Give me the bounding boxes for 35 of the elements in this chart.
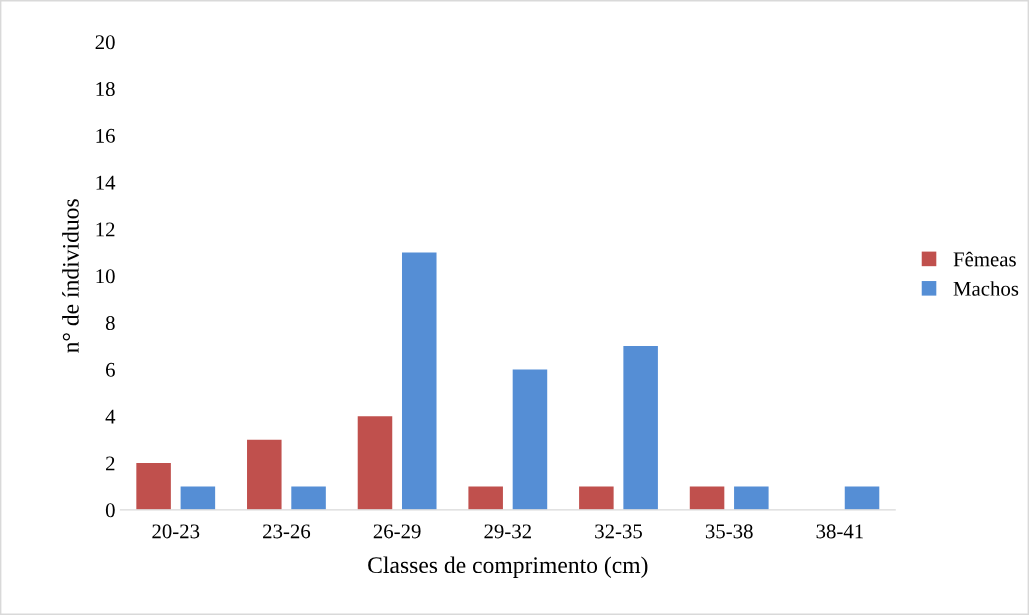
bar: [844, 486, 880, 510]
y-tick-label: 0: [105, 503, 115, 518]
y-axis-title: n° de índividuos: [62, 199, 79, 353]
y-tick-label: 20: [95, 35, 115, 50]
y-tick-label: 12: [96, 222, 115, 237]
bar: [512, 369, 548, 510]
bar: [468, 486, 503, 510]
y-tick-label: 8: [105, 316, 115, 331]
bar: [180, 486, 216, 510]
legend-label: Fêmeas: [953, 251, 1016, 267]
bar: [623, 346, 658, 510]
x-tick-label: 23-26: [263, 524, 311, 539]
bar: [579, 486, 614, 510]
y-tick-label: 6: [106, 362, 115, 377]
x-tick-label: 32-35: [595, 524, 642, 539]
x-tick-label: 35-38: [705, 524, 753, 539]
y-tick-label: 14: [96, 175, 116, 190]
y-tick-label: 10: [96, 269, 115, 284]
x-tick-label: 26-29: [373, 524, 421, 539]
bar: [401, 252, 437, 510]
y-tick-label: 4: [105, 409, 116, 424]
x-tick-label: 38-41: [816, 524, 863, 539]
y-tick-label: 16: [96, 128, 115, 143]
bar: [357, 416, 393, 510]
bar: [734, 486, 769, 510]
bar: [136, 463, 171, 510]
x-axis-title: Classes de comprimento (cm): [368, 556, 648, 578]
bar: [291, 486, 326, 510]
bar: [689, 486, 725, 510]
x-tick-label: 29-32: [484, 524, 531, 539]
y-tick-label: 2: [106, 456, 115, 471]
legend-label: Machos: [953, 281, 1019, 296]
x-tick-label: 20-23: [152, 524, 200, 539]
bar: [247, 439, 282, 510]
y-tick-label: 18: [96, 82, 115, 97]
